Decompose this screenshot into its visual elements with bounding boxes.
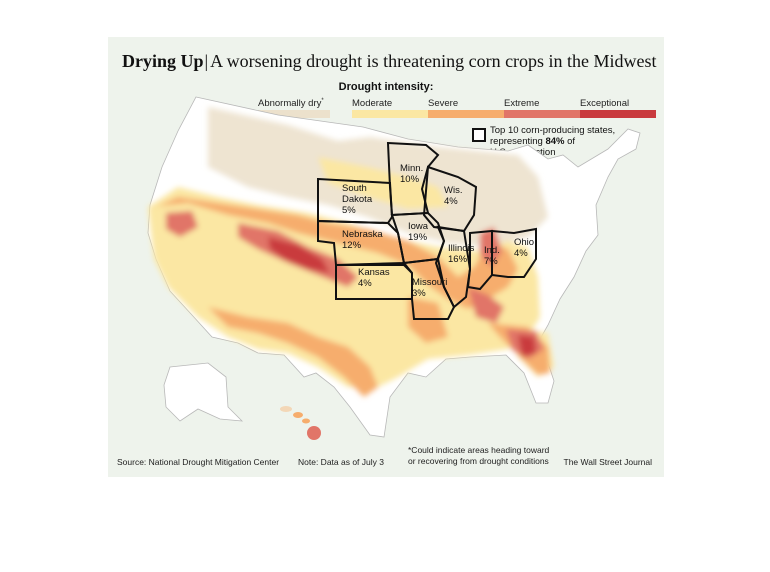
abnormally-dry-asterisk: * [321,98,324,104]
footer-footnote: *Could indicate areas heading toward or r… [408,445,549,467]
legend-label-abnormally-dry: Abnormally dry* [258,98,324,109]
abnormally-dry-text: Abnormally dry [258,98,322,110]
alaska-land [163,362,244,422]
legend-swatch-abnormally-dry [258,110,330,118]
state-label-nebraska: Nebraska 12% [342,229,383,251]
state-name: Missouri [412,277,448,288]
title-separator: | [204,51,209,71]
graphic-panel: Drying Up| A worsening drought is threate… [108,37,664,477]
state-label-wisconsin: Wis. 4% [444,185,462,207]
state-name-line2: Dakota [342,194,373,205]
state-label-minnesota: Minn. 10% [400,163,423,185]
hawaii-land [280,406,321,440]
state-pct: 7% [484,256,498,267]
state-pct: 5% [342,205,356,216]
state-name: Minn. [400,163,424,174]
footer-note: Note: Data as of July 3 [298,457,384,467]
legend-label-severe: Severe [428,98,459,109]
state-pct: 12% [342,240,362,251]
top10-share: 84% [545,136,565,147]
state-name: Illinois [448,243,475,254]
state-name: Wis. [444,185,463,196]
state-pct: 19% [408,232,428,243]
state-label-missouri: Missouri 3% [412,277,447,299]
state-label-ohio: Ohio 4% [514,237,534,259]
outline-ohio [491,227,537,278]
legend-label-moderate: Moderate [352,98,393,109]
state-name: South [342,183,367,194]
outline-south-dakota [317,177,394,225]
legend-swatch-severe [428,110,504,118]
top10-line1: Top 10 corn-producing states, [490,125,616,136]
top10-line2-suffix: of [564,136,576,147]
state-label-iowa: Iowa 19% [408,221,428,243]
state-pct: 10% [400,174,420,185]
outline-wisconsin [422,165,478,233]
footer-source: Source: National Drought Mitigation Cent… [117,457,280,467]
drought-areas [148,107,554,397]
footnote-line2: or recovering from drought conditions [408,456,549,466]
footer-credit: The Wall Street Journal [563,457,653,467]
legend-label-extreme: Extreme [504,98,540,109]
legend-title: Drought intensity: [338,81,434,93]
top10-line2-prefix: representing [490,136,546,147]
legend-swatch-exceptional [580,110,656,118]
state-label-indiana: Ind. 7% [484,245,500,267]
state-pct: 4% [444,196,458,207]
legend-swatch-extreme [504,110,580,118]
legend-label-exceptional: Exceptional [580,98,630,109]
top10-legend-box [472,128,486,142]
state-name: Ohio [514,237,535,248]
state-pct: 3% [412,288,426,299]
outline-missouri [402,257,456,320]
state-name: Iowa [408,221,429,232]
state-label-south-dakota: South Dakota 5% [342,183,372,216]
top10-state-outlines [317,141,537,320]
state-name: Nebraska [342,229,383,240]
state-label-illinois: Illinois 16% [448,243,474,265]
state-pct: 4% [358,278,372,289]
drought-map [147,96,641,440]
state-name: Ind. [484,245,500,256]
footnote-line1: *Could indicate areas heading toward [408,445,550,455]
state-pct: 16% [448,254,468,265]
title-bold: Drying Up [122,51,204,71]
state-name: Kansas [358,267,390,278]
state-pct: 4% [514,248,528,259]
title-text: A worsening drought is threatening corn … [210,51,657,71]
state-label-kansas: Kansas 4% [358,267,390,289]
legend-swatch-moderate [352,110,428,118]
chart-title: Drying Up| A worsening drought is threate… [122,51,657,72]
